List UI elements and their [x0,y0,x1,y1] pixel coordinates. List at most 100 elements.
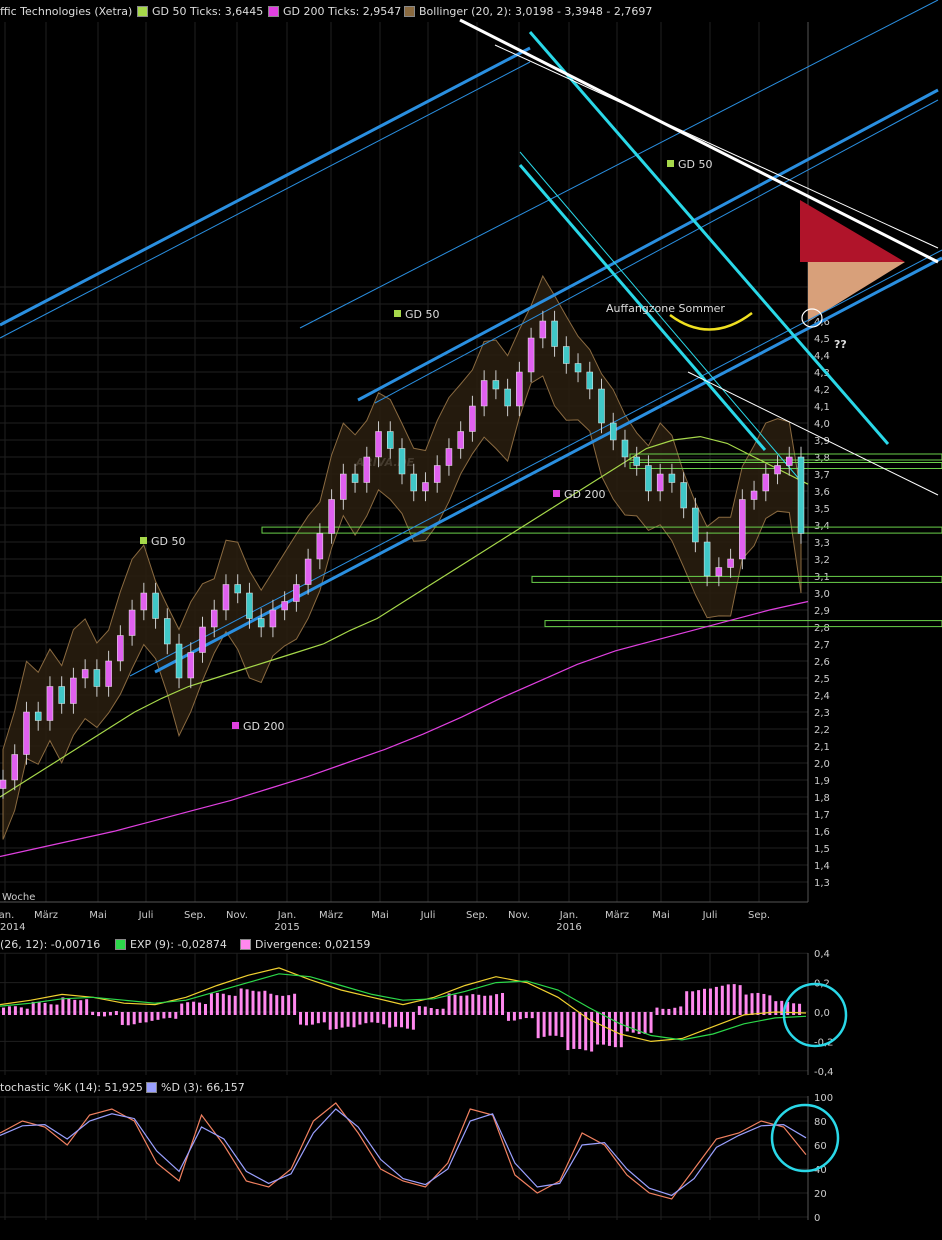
candle [692,507,699,543]
macd-y-tick-label: -0,2 [814,1037,834,1048]
gd200-line [0,600,809,858]
divergence-bar [370,1012,374,1023]
divergence-bar [495,994,499,1015]
divergence-bar [750,993,754,1015]
divergence-bar [774,1001,778,1015]
divergence-bar [720,985,724,1015]
divergence-bar [477,994,481,1015]
support-zone [629,462,942,469]
legend-gd200: GD 200 Ticks: 2,9547 [268,5,401,18]
divergence-bar [631,1012,635,1033]
candle [0,779,7,789]
divergence-bar [786,1001,790,1015]
trend-line-blue-thin [0,61,531,339]
candle [93,669,101,687]
y-tick-label: 1,5 [814,844,830,855]
divergence-bar [245,989,249,1015]
divergence-bar [572,1012,576,1049]
divergence-bar [417,1006,421,1015]
exp-swatch-icon [115,939,126,950]
year-label: 2016 [556,922,581,933]
y-tick-label: 3,8 [814,453,830,464]
candle [246,592,253,619]
exp-label: EXP (9): -0,02874 [130,938,227,951]
divergence-bar [768,995,772,1015]
divergence-bar [334,1012,338,1030]
divergence-bar [780,1000,784,1015]
divergence-bar [679,1006,683,1015]
candle [398,448,406,475]
divergence-bar [405,1012,409,1029]
divergence-bar [703,988,707,1015]
divergence-bar [637,1012,641,1034]
candle [222,584,230,611]
candle [23,711,30,755]
trend-line-blue [0,46,531,327]
divergence-bar [239,988,243,1015]
gd200-annotation-icon [553,490,560,497]
y-tick-label: 1,9 [814,776,830,787]
divergence-bar [31,1001,35,1015]
divergence-bar [328,1012,332,1030]
candle [81,669,89,679]
divergence-bar [394,1012,398,1027]
divergence-bar [697,990,701,1015]
x-tick-label: Nov. [226,910,248,921]
y-tick-label: 2,0 [814,759,830,770]
divergence-bar [590,1012,594,1052]
candle [703,541,711,577]
candle [539,320,547,339]
divergence-bar [19,1007,23,1015]
divergence-bar [61,997,65,1015]
divergence-bar [227,995,231,1015]
y-tick-label: 4,4 [814,351,830,362]
stoch-y-tick-label: 0 [814,1213,820,1224]
y-tick-label: 4,1 [814,402,830,413]
y-tick-label: 3,0 [814,589,830,600]
y-tick-label: 4,0 [814,419,830,430]
y-tick-label: 3,3 [814,538,830,549]
divergence-bar [91,1011,95,1015]
div-label: Divergence: 0,02159 [255,938,371,951]
divergence-bar [198,1002,202,1015]
tan-zone-triangle [808,262,905,322]
candle [739,499,746,560]
gd50-swatch-icon [137,6,148,17]
candle [621,439,629,458]
macd-legend-macd: (26, 12): -0,00716 [0,938,100,951]
divergence-bar [726,984,730,1015]
stoch-y-tick-label: 60 [814,1141,827,1152]
divergence-bar [67,998,71,1015]
gd200-label: GD 200 Ticks: 2,9547 [283,5,402,18]
instrument-label: ffic Technologies (Xetra) [0,5,133,18]
y-tick-label: 2,3 [814,708,830,719]
divergence-bar [269,993,273,1015]
gd50-line [0,435,809,798]
divergence-bar [400,1012,404,1028]
divergence-bar [299,1012,303,1025]
x-tick-label: Nov. [508,910,530,921]
gd50-annotation-icon [140,537,147,544]
x-tick-label: Jan. [559,910,579,921]
divergence-bar [25,1008,29,1015]
trend-line-blue-thin [299,0,939,329]
macd-y-tick-label: 0,0 [814,1008,830,1019]
y-tick-label: 3,5 [814,504,830,515]
stoch-y-tick-label: 80 [814,1117,827,1128]
candle [304,558,312,585]
y-tick-label: 3,6 [814,487,830,498]
woche-label: Woche [2,892,35,903]
divergence-bar [435,1009,439,1015]
legend-bollinger: Bollinger (20, 2): 3,0198 - 3,3948 - 2,7… [404,5,652,18]
divergence-bar [364,1012,368,1024]
gd50-label: GD 50 Ticks: 3,6445 [152,5,264,18]
candle [422,482,429,492]
divergence-bar [209,993,213,1015]
divergence-bar [714,986,718,1015]
divergence-bar [673,1007,677,1015]
question-marks: ?? [834,338,847,351]
divergence-bar [346,1012,350,1027]
trend-line-blue-thin [129,249,942,677]
y-tick-label: 1,6 [814,827,830,838]
